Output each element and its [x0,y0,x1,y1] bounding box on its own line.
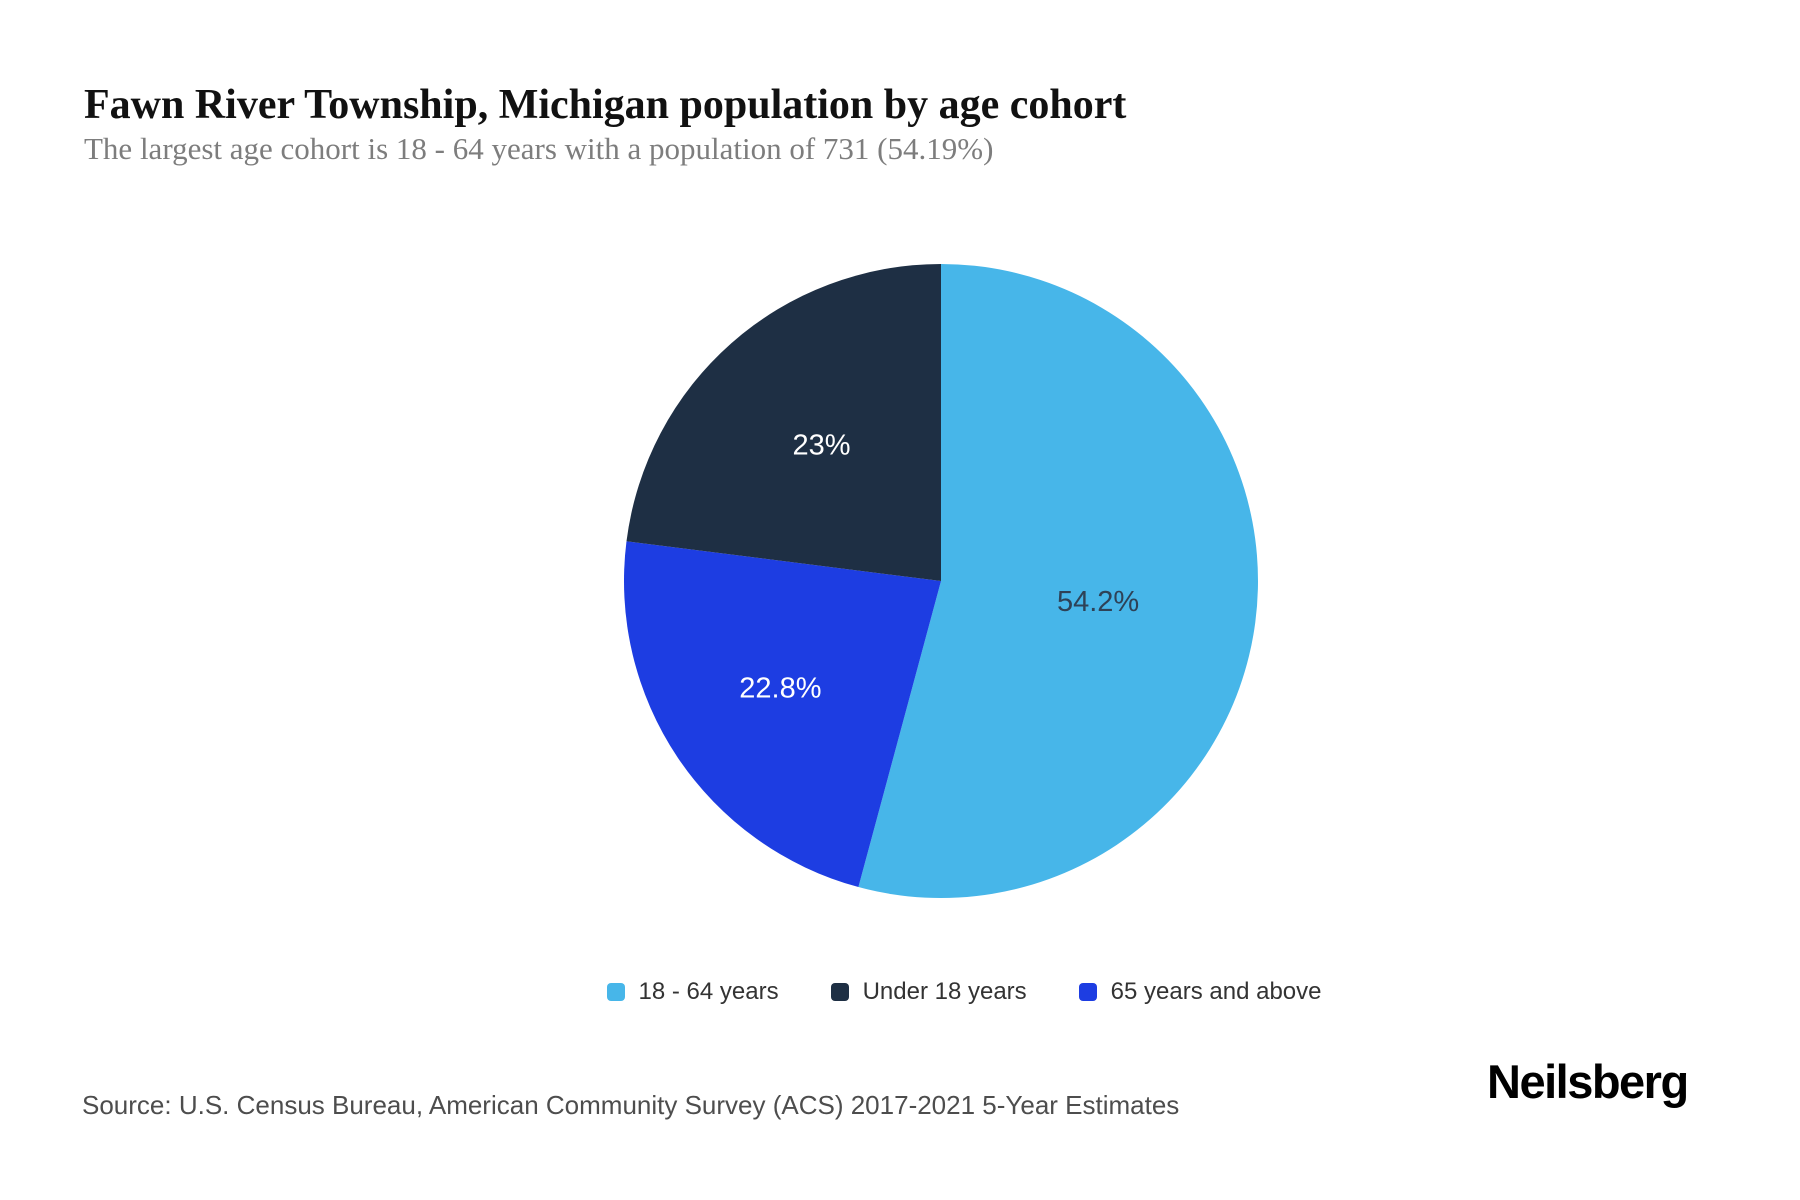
pie-slice-18-64-years[interactable] [858,264,1258,898]
legend-item-18-64-years[interactable]: 18 - 64 years [606,978,779,1006]
pie-slice-65-years-and-above[interactable] [623,541,941,888]
legend-label: 18 - 64 years [638,978,779,1005]
pie-slice-under-18-years[interactable] [626,264,941,581]
pie-chart: 54.2% 22.8% 23% [623,264,1258,898]
legend-marker [830,983,849,1001]
pie-slice-label: 23% [792,430,850,462]
legend-marker [606,983,625,1001]
source-note: Source: U.S. Census Bureau, American Com… [82,1090,1180,1120]
pie-slice-label: 22.8% [739,673,821,705]
legend-item-under-18-years[interactable]: Under 18 years [830,978,1027,1006]
chart-legend: 18 - 64 years Under 18 years 65 years and … [64,978,1800,1006]
legend-label: 65 years and above [1110,978,1322,1005]
brand-logo: Neilsberg [1487,1055,1689,1108]
legend-marker [1078,983,1097,1001]
legend-label: Under 18 years [862,978,1027,1005]
page-subtitle: The largest age cohort is 18 - 64 years … [84,131,994,166]
page-title: Fawn River Township, Michigan population… [84,82,1127,129]
legend-item-65-years-and-above[interactable]: 65 years and above [1078,978,1322,1006]
pie-slice-label: 54.2% [1057,586,1139,618]
